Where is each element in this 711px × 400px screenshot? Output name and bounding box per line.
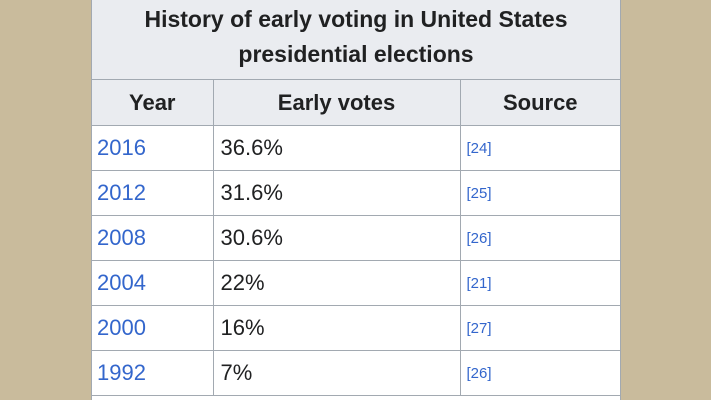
table-caption: History of early voting in United States… xyxy=(92,0,620,80)
source-cell: [27] xyxy=(459,305,620,351)
early-votes-value: 30.6% xyxy=(212,215,461,261)
source-reference-link[interactable]: [21] xyxy=(466,275,492,292)
header-source[interactable]: Source xyxy=(459,80,620,126)
source-reference-link[interactable]: [26] xyxy=(466,230,492,247)
early-votes-value: 22% xyxy=(212,260,461,306)
year-link[interactable]: 2000 xyxy=(92,305,214,351)
table-row: 2012 31.6% [25] xyxy=(92,170,620,216)
header-early-votes[interactable]: Early votes xyxy=(212,80,461,126)
early-votes-value: 31.6% xyxy=(212,170,461,216)
table-row: 2008 30.6% [26] xyxy=(92,215,620,261)
source-reference-link[interactable]: [24] xyxy=(466,140,492,157)
early-voting-table: History of early voting in United States… xyxy=(92,0,620,396)
early-votes-value: 7% xyxy=(212,350,461,396)
source-reference-link[interactable]: [25] xyxy=(466,185,492,202)
early-votes-value: 16% xyxy=(212,305,461,351)
source-cell: [26] xyxy=(459,215,620,261)
table-row: 2000 16% [27] xyxy=(92,305,620,351)
early-votes-value: 36.6% xyxy=(212,125,461,171)
table-row: 2004 22% [21] xyxy=(92,260,620,306)
source-reference-link[interactable]: [26] xyxy=(466,365,492,382)
header-row: Year Early votes Source xyxy=(92,80,620,126)
year-link[interactable]: 2004 xyxy=(92,260,214,306)
early-voting-table-container: History of early voting in United States… xyxy=(91,0,621,400)
year-link[interactable]: 1992 xyxy=(92,350,214,396)
table-row: 1992 7% [26] xyxy=(92,350,620,396)
table-row: 2016 36.6% [24] xyxy=(92,125,620,171)
source-reference-link[interactable]: [27] xyxy=(466,320,492,337)
source-cell: [24] xyxy=(459,125,620,171)
year-link[interactable]: 2016 xyxy=(92,125,214,171)
year-link[interactable]: 2012 xyxy=(92,170,214,216)
year-link[interactable]: 2008 xyxy=(92,215,214,261)
source-cell: [21] xyxy=(459,260,620,306)
header-year[interactable]: Year xyxy=(92,80,214,126)
source-cell: [26] xyxy=(459,350,620,396)
source-cell: [25] xyxy=(459,170,620,216)
